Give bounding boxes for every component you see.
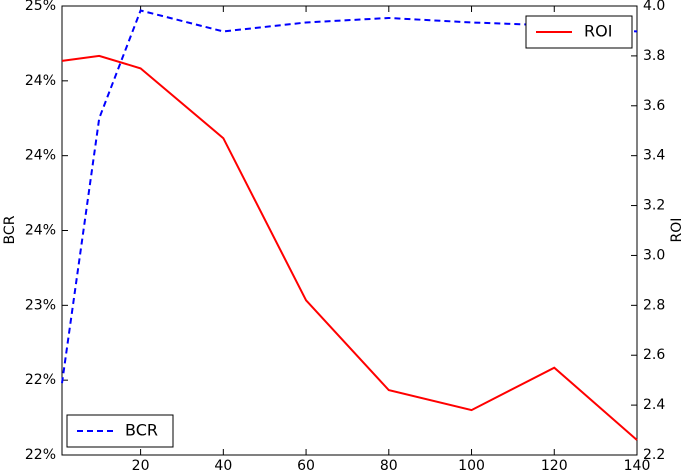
- y-tick-label: 24%: [25, 73, 56, 89]
- x-tick-label: 60: [297, 458, 315, 473]
- x-tick-label: 20: [132, 458, 150, 473]
- x-tick-label: 100: [458, 458, 485, 473]
- y2-tick-label: 2.6: [643, 347, 665, 363]
- y2-tick-label: 3.2: [643, 198, 665, 214]
- y2-tick-label: 3.8: [643, 48, 665, 64]
- plot-frame: [61, 5, 638, 456]
- x-tick-label: 80: [380, 458, 398, 473]
- y2-tick-label: 2.4: [643, 397, 665, 413]
- x-tick-label: 40: [214, 458, 232, 473]
- y2-tick-label: 2.8: [643, 297, 665, 313]
- series-line: [61, 54, 638, 441]
- y2-tick-label: 3.6: [643, 98, 665, 114]
- y-axis-label: BCR: [2, 215, 18, 244]
- y-tick-label: 24%: [25, 223, 56, 239]
- y-tick-label: 23%: [25, 297, 56, 313]
- y-tick-label: 24%: [25, 148, 56, 164]
- x-tick-label: 140: [624, 458, 651, 473]
- y2-tick-label: 3.0: [643, 247, 665, 263]
- y-tick-label: 22%: [25, 447, 56, 463]
- y2-axis-label: ROI: [669, 218, 685, 243]
- legend-label: ROI: [584, 22, 612, 41]
- y2-tick-label: 4.0: [643, 0, 665, 14]
- legend-label: BCR: [125, 421, 158, 440]
- series-line: [61, 9, 638, 384]
- x-tick-label: 120: [541, 458, 568, 473]
- y-tick-label: 22%: [25, 372, 56, 388]
- y-tick-label: 25%: [25, 0, 56, 14]
- legend-box: [66, 414, 174, 448]
- y2-tick-label: 2.2: [643, 447, 665, 463]
- y2-tick-label: 3.4: [643, 148, 665, 164]
